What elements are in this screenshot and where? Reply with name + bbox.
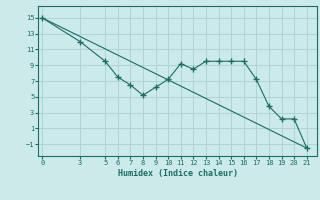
- X-axis label: Humidex (Indice chaleur): Humidex (Indice chaleur): [118, 169, 238, 178]
